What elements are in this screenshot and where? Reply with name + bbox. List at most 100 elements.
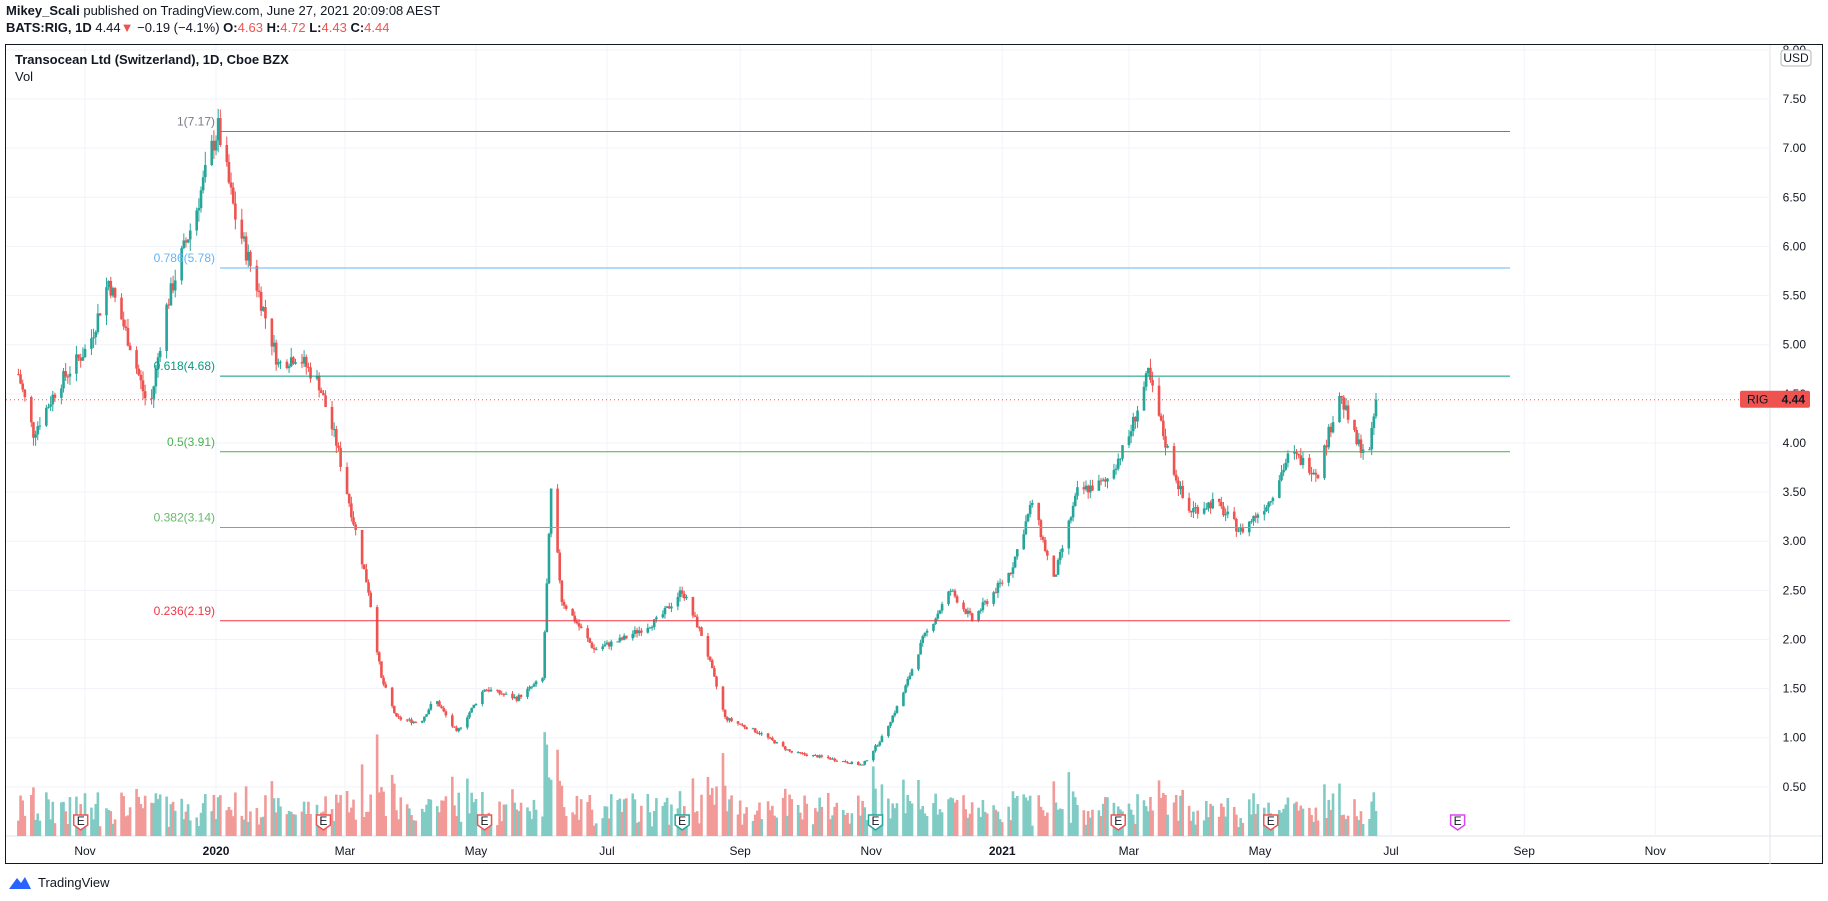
candle-body [1073, 495, 1077, 506]
candle-body [1043, 539, 1047, 551]
volume-bar [833, 806, 836, 836]
volume-bar [332, 821, 336, 836]
volume-bar [1235, 814, 1238, 836]
candle-body [94, 331, 98, 338]
candle-body [1282, 469, 1285, 473]
volume-bar [158, 794, 162, 836]
volume-bar [369, 794, 372, 836]
candle-body [113, 288, 117, 298]
candle-body [257, 290, 261, 292]
candle-body [814, 755, 817, 757]
candle-body [1181, 485, 1184, 498]
volume-bar [826, 792, 830, 836]
y-tick-label: 5.00 [1783, 338, 1807, 352]
volume-bar [405, 804, 409, 836]
candle-body [1202, 508, 1206, 514]
volume-bar [150, 802, 153, 836]
x-tick-label: 2020 [203, 844, 230, 858]
volume-bar [936, 814, 940, 836]
candle-body [893, 712, 897, 716]
volume-bar [549, 779, 553, 836]
volume-bar [259, 817, 263, 836]
candle-body [545, 583, 549, 633]
volume-bar [1252, 793, 1255, 836]
volume-bar [1217, 816, 1221, 836]
candle-body [466, 717, 469, 728]
volume-bar [500, 821, 504, 836]
candle-body [242, 236, 246, 239]
candle-body [487, 689, 491, 692]
candle-body [483, 689, 486, 692]
candle-body [1052, 555, 1056, 577]
candle-body [622, 635, 626, 640]
volume-bar [1301, 808, 1305, 836]
candle-body [34, 434, 37, 438]
volume-bar [1146, 811, 1150, 836]
chart-frame[interactable] [5, 44, 1823, 864]
candle-body [685, 596, 688, 599]
candle-body [1039, 520, 1043, 538]
volume-bar [1239, 817, 1242, 836]
volume-bar [620, 812, 624, 836]
volume-bar [1172, 802, 1176, 836]
candle-body [367, 582, 370, 593]
candle-body [382, 677, 385, 685]
candle-body [1314, 472, 1318, 475]
candle-body [210, 140, 214, 166]
volume-bar [545, 744, 549, 836]
candle-body [620, 637, 624, 640]
candle-body [154, 368, 158, 387]
volume-bar [932, 802, 935, 836]
volume-bar [1084, 824, 1088, 836]
candle-body [438, 701, 441, 707]
candle-body [743, 725, 746, 728]
price-chart[interactable]: 0.501.001.502.002.503.003.504.004.505.00… [0, 0, 1828, 870]
volume-bar [1187, 805, 1191, 836]
volume-bar [1241, 822, 1245, 836]
volume-bar [532, 799, 536, 836]
volume-bar [1278, 809, 1281, 836]
candle-body [107, 280, 110, 288]
volume-bar [863, 807, 867, 836]
candle-body [1058, 551, 1062, 560]
candle-body [588, 638, 592, 643]
candle-body [399, 717, 403, 720]
candle-body [442, 708, 446, 712]
volume-bar [453, 805, 456, 836]
volume-bar [335, 794, 338, 836]
candle-body [725, 717, 729, 721]
candle-body [803, 753, 806, 755]
candle-body [246, 251, 250, 261]
volume-bar [844, 814, 847, 836]
candle-body [790, 750, 794, 753]
candle-body [633, 630, 637, 634]
candle-body [753, 728, 757, 733]
candle-body [1041, 537, 1045, 540]
volume-bar [1220, 803, 1223, 836]
volume-bar [781, 797, 785, 836]
volume-bar [199, 812, 203, 836]
x-tick-label: Sep [1514, 844, 1536, 858]
author-name[interactable]: Mikey_Scali [6, 3, 80, 18]
volume-bar [339, 794, 342, 836]
candle-body [188, 230, 192, 240]
candle-body [451, 715, 454, 727]
volume-bar [182, 819, 186, 836]
volume-bar [700, 794, 703, 836]
candle-body [902, 692, 905, 707]
candle-body [77, 354, 80, 358]
volume-bar [1054, 802, 1058, 836]
candle-body [1295, 451, 1298, 454]
candle-body [440, 706, 443, 709]
volume-bar [1127, 803, 1131, 836]
candle-body [650, 626, 654, 628]
candle-body [917, 654, 920, 670]
volume-bar [425, 804, 428, 836]
volume-bar [277, 798, 280, 836]
candle-body [1149, 367, 1152, 380]
volume-bar [47, 799, 50, 836]
candle-body [826, 756, 830, 759]
candle-body [425, 714, 428, 717]
currency-box [1780, 49, 1812, 67]
candle-body [1346, 405, 1350, 420]
